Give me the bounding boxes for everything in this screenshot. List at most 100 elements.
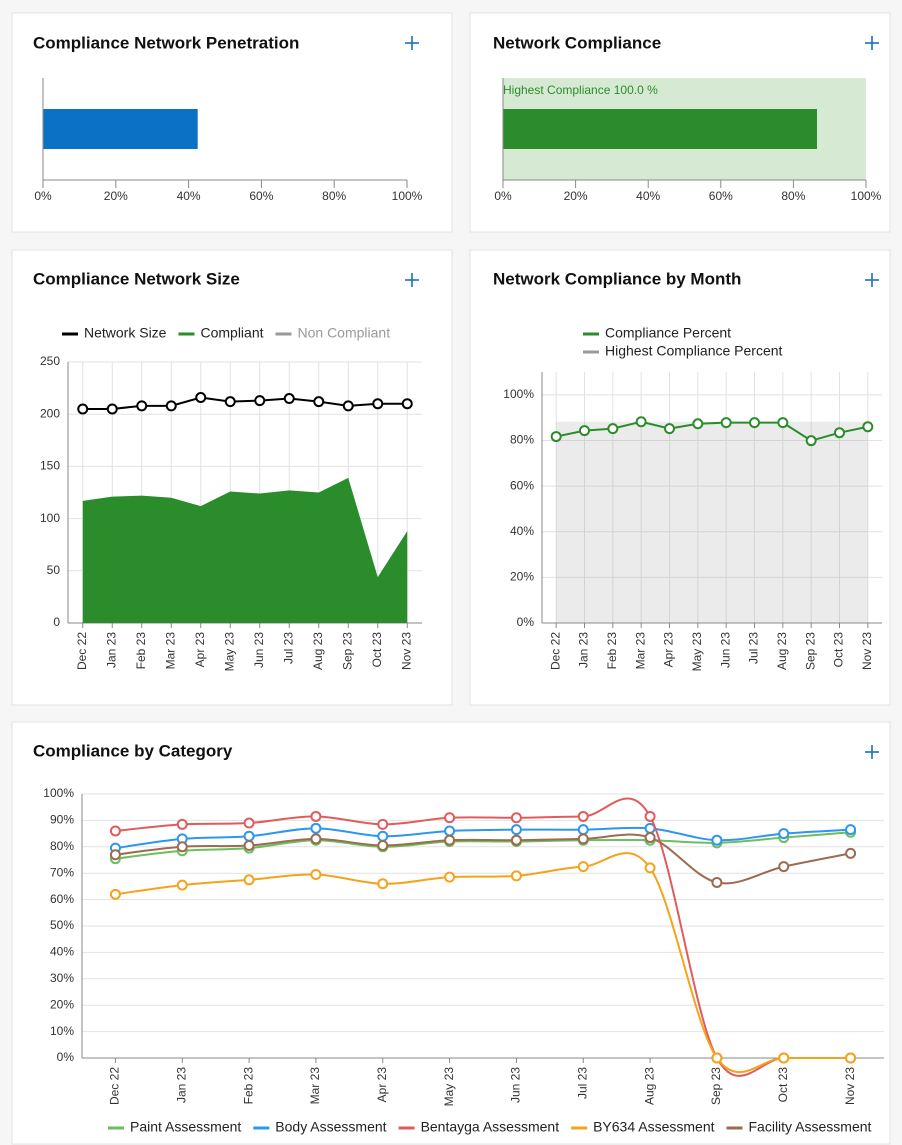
y-tick-label: 10%: [50, 1024, 74, 1038]
expand-button[interactable]: [405, 273, 419, 287]
expand-button[interactable]: [405, 36, 419, 50]
x-tick-label: 20%: [104, 189, 128, 203]
x-tick-label: Jun 23: [718, 632, 732, 668]
chart-title: Compliance Network Size: [33, 269, 240, 288]
point: [510, 870, 522, 882]
point: [77, 403, 89, 415]
y-tick-label: 0%: [517, 615, 535, 629]
point: [342, 400, 354, 412]
x-tick-label: Dec 22: [108, 1067, 122, 1105]
point: [310, 869, 322, 881]
x-tick-label: Feb 23: [605, 632, 619, 670]
point: [711, 834, 723, 846]
point: [195, 391, 207, 403]
chart-title: Compliance by Category: [33, 741, 233, 760]
x-tick-label: Jul 23: [281, 632, 295, 664]
x-tick-label: 20%: [564, 189, 588, 203]
point: [243, 830, 255, 842]
point: [644, 810, 656, 822]
panel: [11, 721, 891, 1145]
point: [577, 810, 589, 822]
point: [176, 841, 188, 853]
y-tick-label: 100%: [503, 387, 534, 401]
x-tick-label: Dec 22: [548, 632, 562, 670]
bar: [43, 109, 198, 149]
y-tick-label: 250: [40, 354, 60, 368]
chart-title: Compliance Network Penetration: [33, 33, 299, 52]
x-tick-label: Jan 23: [174, 1067, 188, 1103]
chart-title: Network Compliance: [493, 33, 661, 52]
point: [109, 888, 121, 900]
area: [82, 477, 408, 623]
point: [607, 423, 619, 435]
y-tick-label: 90%: [50, 813, 74, 827]
x-tick-label: Oct 23: [776, 1067, 790, 1103]
x-tick-label: Apr 23: [193, 632, 207, 668]
expand-button[interactable]: [865, 745, 879, 759]
point: [377, 839, 389, 851]
point: [692, 418, 704, 430]
legend-label: Non Compliant: [298, 325, 391, 341]
x-tick-label: Mar 23: [308, 1067, 322, 1105]
y-tick-label: 200: [40, 406, 60, 420]
point: [720, 417, 732, 429]
expand-button[interactable]: [865, 36, 879, 50]
point: [644, 832, 656, 844]
x-tick-label: Mar 23: [163, 632, 177, 670]
y-tick-label: 100: [40, 511, 60, 525]
point: [243, 817, 255, 829]
x-tick-label: 100%: [392, 189, 423, 203]
expand-button[interactable]: [865, 273, 879, 287]
point: [664, 423, 675, 435]
point: [310, 833, 322, 845]
point: [176, 879, 188, 891]
point: [644, 862, 656, 874]
x-tick-label: May 23: [442, 1067, 456, 1107]
panel: [469, 249, 891, 706]
point: [577, 833, 589, 845]
point: [862, 421, 874, 433]
x-tick-label: Apr 23: [375, 1067, 389, 1103]
y-tick-label: 150: [40, 459, 60, 473]
point: [778, 828, 790, 840]
point: [444, 834, 456, 846]
x-tick-label: Jan 23: [577, 632, 591, 668]
x-tick-label: Aug 23: [775, 632, 789, 670]
y-tick-label: 50%: [50, 918, 74, 932]
y-tick-label: 0%: [57, 1050, 75, 1064]
point: [377, 818, 389, 830]
point: [845, 824, 857, 836]
x-tick-label: Oct 23: [832, 632, 846, 668]
y-tick-label: 60%: [50, 892, 74, 906]
point: [444, 871, 456, 883]
point: [711, 1052, 723, 1064]
x-tick-label: Dec 22: [75, 632, 89, 670]
point: [711, 876, 723, 888]
y-tick-label: 80%: [510, 433, 534, 447]
y-tick-label: 80%: [50, 839, 74, 853]
legend-label: Bentayga Assessment: [421, 1119, 560, 1135]
y-tick-label: 30%: [50, 971, 74, 985]
y-tick-label: 20%: [510, 570, 534, 584]
panel: [11, 249, 453, 706]
x-tick-label: May 23: [690, 632, 704, 672]
point: [845, 847, 857, 859]
point: [444, 825, 456, 837]
y-tick-label: 100%: [43, 786, 74, 800]
x-tick-label: Sep 23: [803, 632, 817, 670]
point: [283, 393, 295, 405]
x-tick-label: 0%: [34, 189, 52, 203]
point: [372, 398, 384, 410]
point: [444, 812, 456, 824]
legend-label: Network Size: [84, 325, 167, 341]
point: [310, 822, 322, 834]
legend-label: Compliance Percent: [605, 325, 731, 341]
area: [556, 421, 868, 623]
y-tick-label: 0: [53, 615, 60, 629]
bar: [503, 109, 817, 149]
point: [510, 834, 522, 846]
legend-label: Facility Assessment: [749, 1119, 872, 1135]
y-tick-label: 50: [47, 563, 61, 577]
annotation: Highest Compliance 100.0 %: [503, 83, 658, 97]
